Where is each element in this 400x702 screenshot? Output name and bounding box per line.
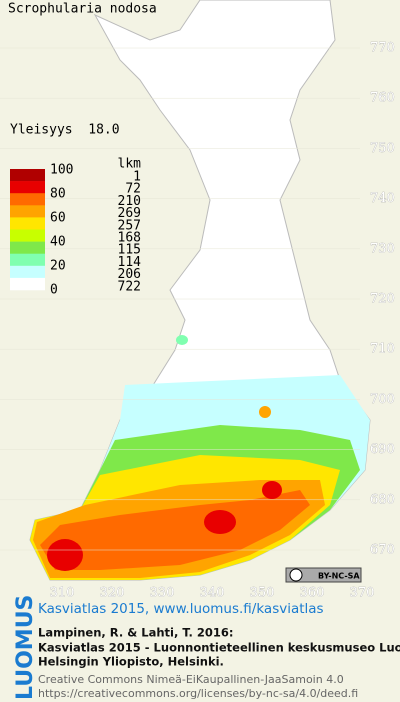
- legend-swatch: [10, 265, 45, 279]
- x-label: 360: [300, 586, 325, 601]
- license: Creative Commons Nimeä-EiKaupallinen-Jaa…: [38, 673, 344, 686]
- y-label: 730: [370, 241, 395, 256]
- y-label: 770: [370, 41, 395, 56]
- frequency: Yleisyys 18.0: [10, 123, 120, 138]
- count-label: 1: [133, 170, 141, 185]
- scale-label: 0: [50, 283, 58, 298]
- x-label: 310: [50, 586, 75, 601]
- citation: Lampinen, R. & Lahti, T. 2016:: [38, 626, 233, 640]
- hotspot: [204, 510, 236, 534]
- badge-text: BY-NC-SA: [318, 572, 360, 581]
- legend-header: lkm: [118, 157, 142, 172]
- scale-label: 80: [50, 187, 66, 202]
- count-label: 257: [118, 218, 141, 233]
- count-label: 210: [118, 194, 141, 209]
- legend-swatch: [10, 253, 45, 267]
- brand: LUOMUS: [13, 595, 38, 700]
- x-label: 330: [150, 586, 175, 601]
- citation: Kasviatlas 2015 - Luonnontieteellinen ke…: [38, 641, 400, 655]
- scale-label: 40: [50, 235, 66, 250]
- scale-label: 60: [50, 211, 66, 226]
- y-label: 680: [370, 492, 395, 507]
- legend-swatch: [10, 217, 45, 230]
- map-title: Scrophularia nodosa: [8, 2, 157, 17]
- count-label: 269: [118, 206, 141, 221]
- hotspot: [262, 481, 282, 499]
- x-label: 370: [350, 586, 375, 601]
- license-url: https://creativecommons.org/licenses/by-…: [38, 687, 358, 700]
- y-label: 750: [370, 141, 395, 156]
- legend-swatch: [10, 241, 45, 254]
- scale-label: 100: [50, 163, 73, 178]
- count-label: 206: [118, 267, 141, 282]
- y-label: 690: [370, 442, 395, 457]
- count-label: 72: [125, 182, 141, 197]
- count-label: 114: [118, 255, 142, 270]
- legend-swatch: [10, 193, 45, 206]
- legend-swatch: [10, 169, 45, 182]
- legend-swatch: [10, 205, 45, 218]
- legend-swatch: [10, 277, 45, 291]
- count-label: 115: [118, 243, 141, 258]
- x-label: 350: [250, 586, 275, 601]
- count-label: 722: [118, 279, 141, 294]
- y-label: 720: [370, 292, 395, 307]
- count-label: 168: [118, 231, 141, 246]
- scale-label: 20: [50, 259, 66, 274]
- y-label: 670: [370, 543, 395, 558]
- legend-swatch: [10, 229, 45, 242]
- y-label: 700: [370, 392, 395, 407]
- y-label: 740: [370, 191, 395, 206]
- hotspot: [259, 406, 271, 418]
- hotspot: [176, 335, 188, 345]
- citation: Helsingin Yliopisto, Helsinki.: [38, 655, 224, 669]
- y-label: 760: [370, 91, 395, 106]
- headline: Kasviatlas 2015, www.luomus.fi/kasviatla…: [38, 601, 324, 617]
- legend: 100 80 60 40 20 0 lkm1722102692571681151142067…: [10, 157, 141, 298]
- y-label: 710: [370, 342, 395, 357]
- legend-swatch: [10, 181, 45, 194]
- license-badge: BY-NC-SA: [285, 567, 362, 583]
- x-label: 340: [200, 586, 225, 601]
- x-label: 320: [100, 586, 125, 601]
- map: [29, 0, 371, 581]
- hotspot: [47, 539, 83, 571]
